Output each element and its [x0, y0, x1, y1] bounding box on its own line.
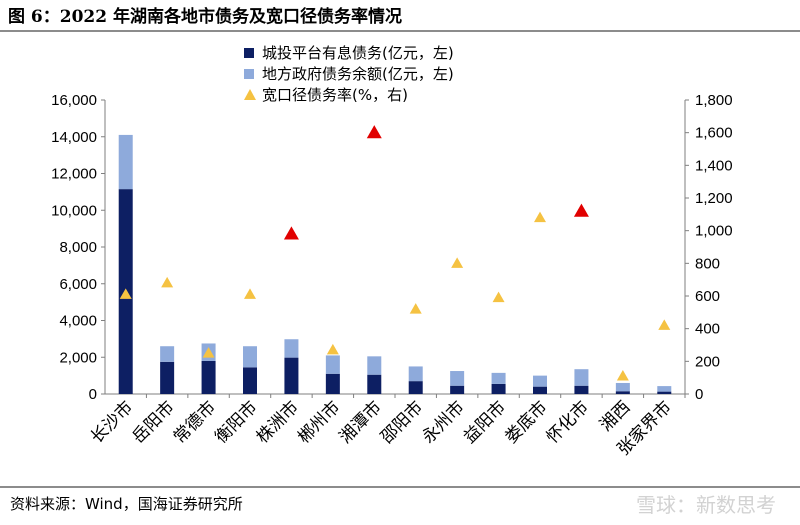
rate-marker — [451, 257, 464, 268]
legend-item-urban: 城投平台有息债务(亿元，左) — [244, 42, 454, 63]
bar-gov-debt — [325, 355, 340, 374]
left-tick-label: 4,000 — [59, 313, 97, 330]
category-label: 长沙市 — [87, 397, 137, 447]
bar-gov-debt — [367, 356, 382, 375]
right-tick-label: 200 — [695, 353, 720, 370]
legend-label-urban: 城投平台有息债务(亿元，左) — [262, 44, 454, 62]
chart-legend: 城投平台有息债务(亿元，左) 地方政府债务余额(亿元，左) 宽口径债务率(%，右… — [244, 42, 454, 105]
bar-gov-debt — [533, 375, 547, 387]
bar-gov-debt — [160, 346, 175, 362]
category-label: 湘潭市 — [336, 397, 386, 447]
source-note: 资料来源：Wind，国海证券研究所 — [10, 495, 243, 513]
bar-urban-debt — [491, 383, 506, 394]
left-tick-label: 2,000 — [59, 349, 97, 366]
right-tick-label: 1,200 — [695, 190, 733, 207]
legend-triangle-icon — [244, 89, 256, 100]
bar-urban-debt — [160, 361, 175, 394]
left-tick-label: 8,000 — [59, 239, 97, 256]
watermark: 雪球：新数思考 — [636, 493, 776, 517]
legend-item-gov: 地方政府债务余额(亿元，左) — [244, 63, 454, 84]
bar-urban-debt — [408, 381, 423, 394]
right-tick-label: 800 — [695, 255, 720, 272]
category-label: 郴州市 — [294, 397, 344, 447]
bar-gov-debt — [284, 339, 299, 358]
legend-label-rate: 宽口径债务率(%，右) — [262, 86, 408, 104]
debt-chart: 0 2,000 4,000 6,000 8,000 10,000 12,000 14,000 1… — [51, 92, 733, 460]
rate-marker — [161, 276, 174, 288]
bar-gov-debt — [450, 371, 465, 386]
left-tick-label: 14,000 — [51, 129, 97, 146]
title-divider — [0, 30, 800, 32]
rate-marker — [202, 347, 215, 358]
left-tick-label: 10,000 — [51, 202, 97, 219]
legend-swatch-gov — [244, 68, 254, 79]
bar-urban-debt — [533, 386, 547, 394]
bar-urban-debt — [243, 367, 257, 394]
left-tick-label: 0 — [89, 386, 97, 403]
category-label: 衡阳市 — [211, 397, 261, 447]
bar-gov-debt — [408, 366, 423, 382]
right-tick-label: 0 — [695, 386, 703, 403]
rate-marker — [366, 125, 382, 139]
figure-title: 图 6：2022 年湖南各地市债务及宽口径债务率情况 — [8, 7, 402, 27]
bar-urban-debt — [657, 391, 672, 394]
category-label: 岳阳市 — [128, 397, 178, 447]
rate-marker — [658, 319, 671, 330]
bar-gov-debt — [574, 369, 589, 386]
bar-urban-debt — [325, 373, 340, 394]
left-tick-label: 6,000 — [59, 276, 97, 293]
right-tick-label: 600 — [695, 288, 720, 305]
footer-divider — [0, 486, 800, 488]
legend-item-rate: 宽口径债务率(%，右) — [244, 84, 454, 105]
rate-marker — [244, 288, 256, 299]
category-label: 怀化市 — [543, 397, 593, 447]
bar-gov-debt — [491, 372, 506, 384]
bar-urban-debt — [450, 385, 465, 394]
bar-gov-debt — [615, 382, 630, 392]
bar-urban-debt — [201, 360, 216, 394]
category-label: 永州市 — [418, 397, 468, 447]
rate-marker — [492, 291, 505, 303]
bar-gov-debt — [657, 386, 672, 392]
rate-marker — [573, 203, 589, 217]
left-tick-label: 12,000 — [51, 166, 97, 183]
right-tick-label: 1,000 — [695, 223, 733, 240]
rate-marker — [326, 343, 339, 355]
category-label: 株洲市 — [253, 397, 303, 447]
bar-gov-debt — [118, 134, 133, 190]
rate-marker — [119, 288, 132, 299]
category-label: 娄底市 — [501, 397, 551, 447]
legend-label-gov: 地方政府债务余额(亿元，左) — [262, 65, 454, 83]
legend-swatch-urban — [244, 47, 254, 58]
bar-urban-debt — [367, 374, 382, 394]
bar-gov-debt — [243, 346, 257, 368]
rate-marker — [283, 226, 299, 240]
category-label: 邵阳市 — [377, 397, 427, 447]
right-tick-label: 1,800 — [695, 92, 733, 109]
bar-urban-debt — [615, 391, 630, 394]
category-label: 常德市 — [170, 397, 220, 447]
rate-marker — [616, 370, 629, 381]
right-tick-label: 1,600 — [695, 125, 733, 142]
right-tick-label: 1,400 — [695, 157, 733, 174]
bar-urban-debt — [574, 385, 589, 394]
bar-urban-debt — [284, 357, 299, 394]
left-tick-label: 16,000 — [51, 92, 97, 109]
rate-marker — [534, 211, 546, 223]
rate-marker — [409, 303, 422, 314]
category-label: 益阳市 — [460, 397, 510, 447]
right-tick-label: 400 — [695, 321, 720, 338]
